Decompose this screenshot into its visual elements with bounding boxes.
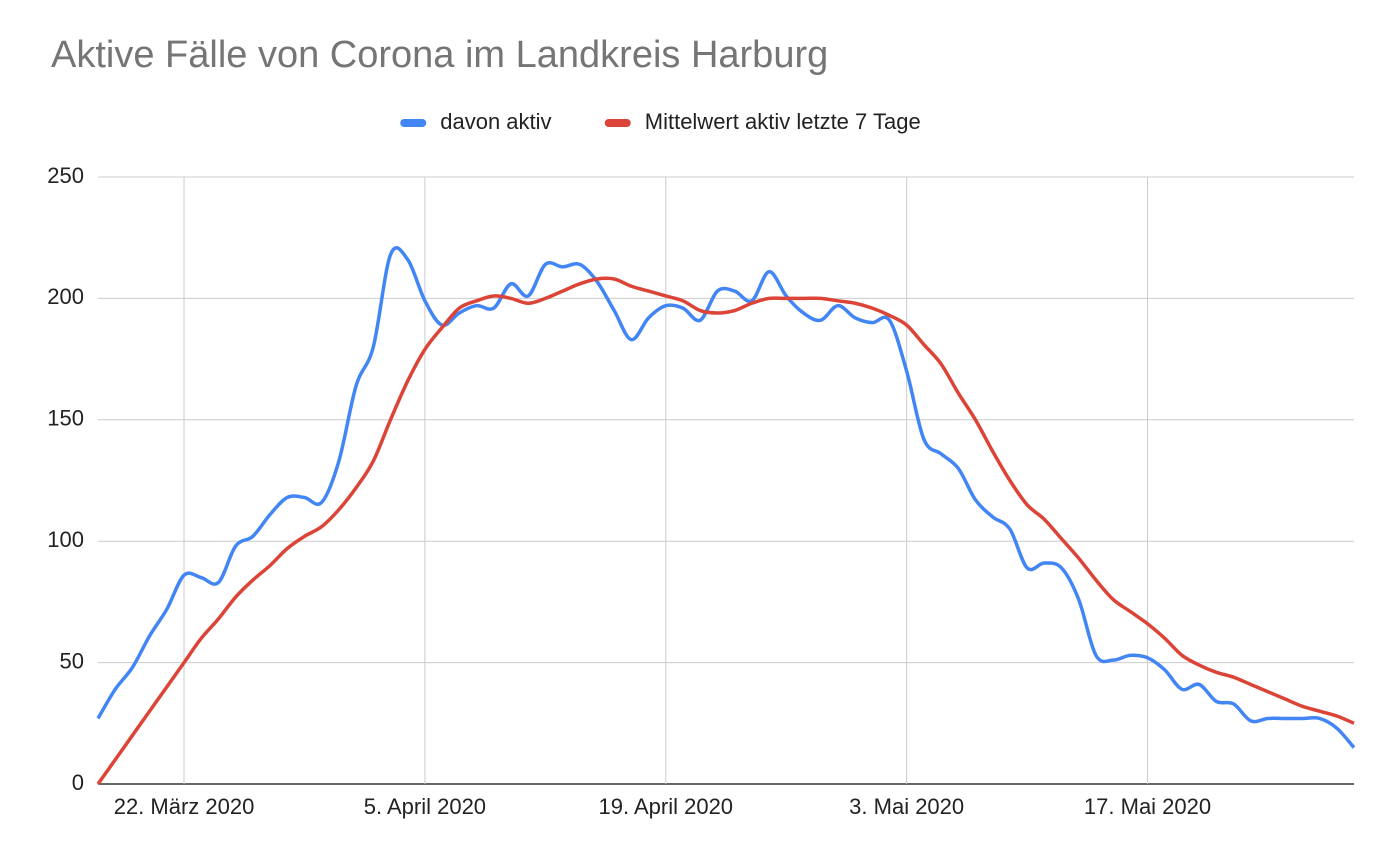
legend: davon aktiv Mittelwert aktiv letzte 7 Tag… <box>400 109 921 134</box>
x-tick-label: 17. Mai 2020 <box>1084 794 1211 819</box>
legend-swatch <box>400 119 427 127</box>
y-tick-label: 150 <box>47 406 84 431</box>
x-tick-label: 19. April 2020 <box>599 794 734 819</box>
y-tick-label: 250 <box>47 163 84 188</box>
y-tick-label: 100 <box>47 527 84 552</box>
legend-swatch <box>604 119 631 127</box>
x-tick-label: 3. Mai 2020 <box>849 794 964 819</box>
x-tick-label: 5. April 2020 <box>364 794 486 819</box>
y-tick-label: 50 <box>60 648 84 673</box>
chart-title: Aktive Fälle von Corona im Landkreis Har… <box>51 34 828 76</box>
legend-label: Mittelwert aktiv letzte 7 Tage <box>645 109 921 134</box>
plot <box>96 246 1356 786</box>
x-tick-label: 22. März 2020 <box>114 794 255 819</box>
y-tick-label: 0 <box>72 770 84 795</box>
legend-label: davon aktiv <box>440 109 551 134</box>
grid: 0 50 100 150 200 250 22. März 2020 5. April 202… <box>47 163 1354 819</box>
series-line <box>96 246 1356 749</box>
series-line <box>96 276 1355 786</box>
y-tick-label: 200 <box>47 284 84 309</box>
